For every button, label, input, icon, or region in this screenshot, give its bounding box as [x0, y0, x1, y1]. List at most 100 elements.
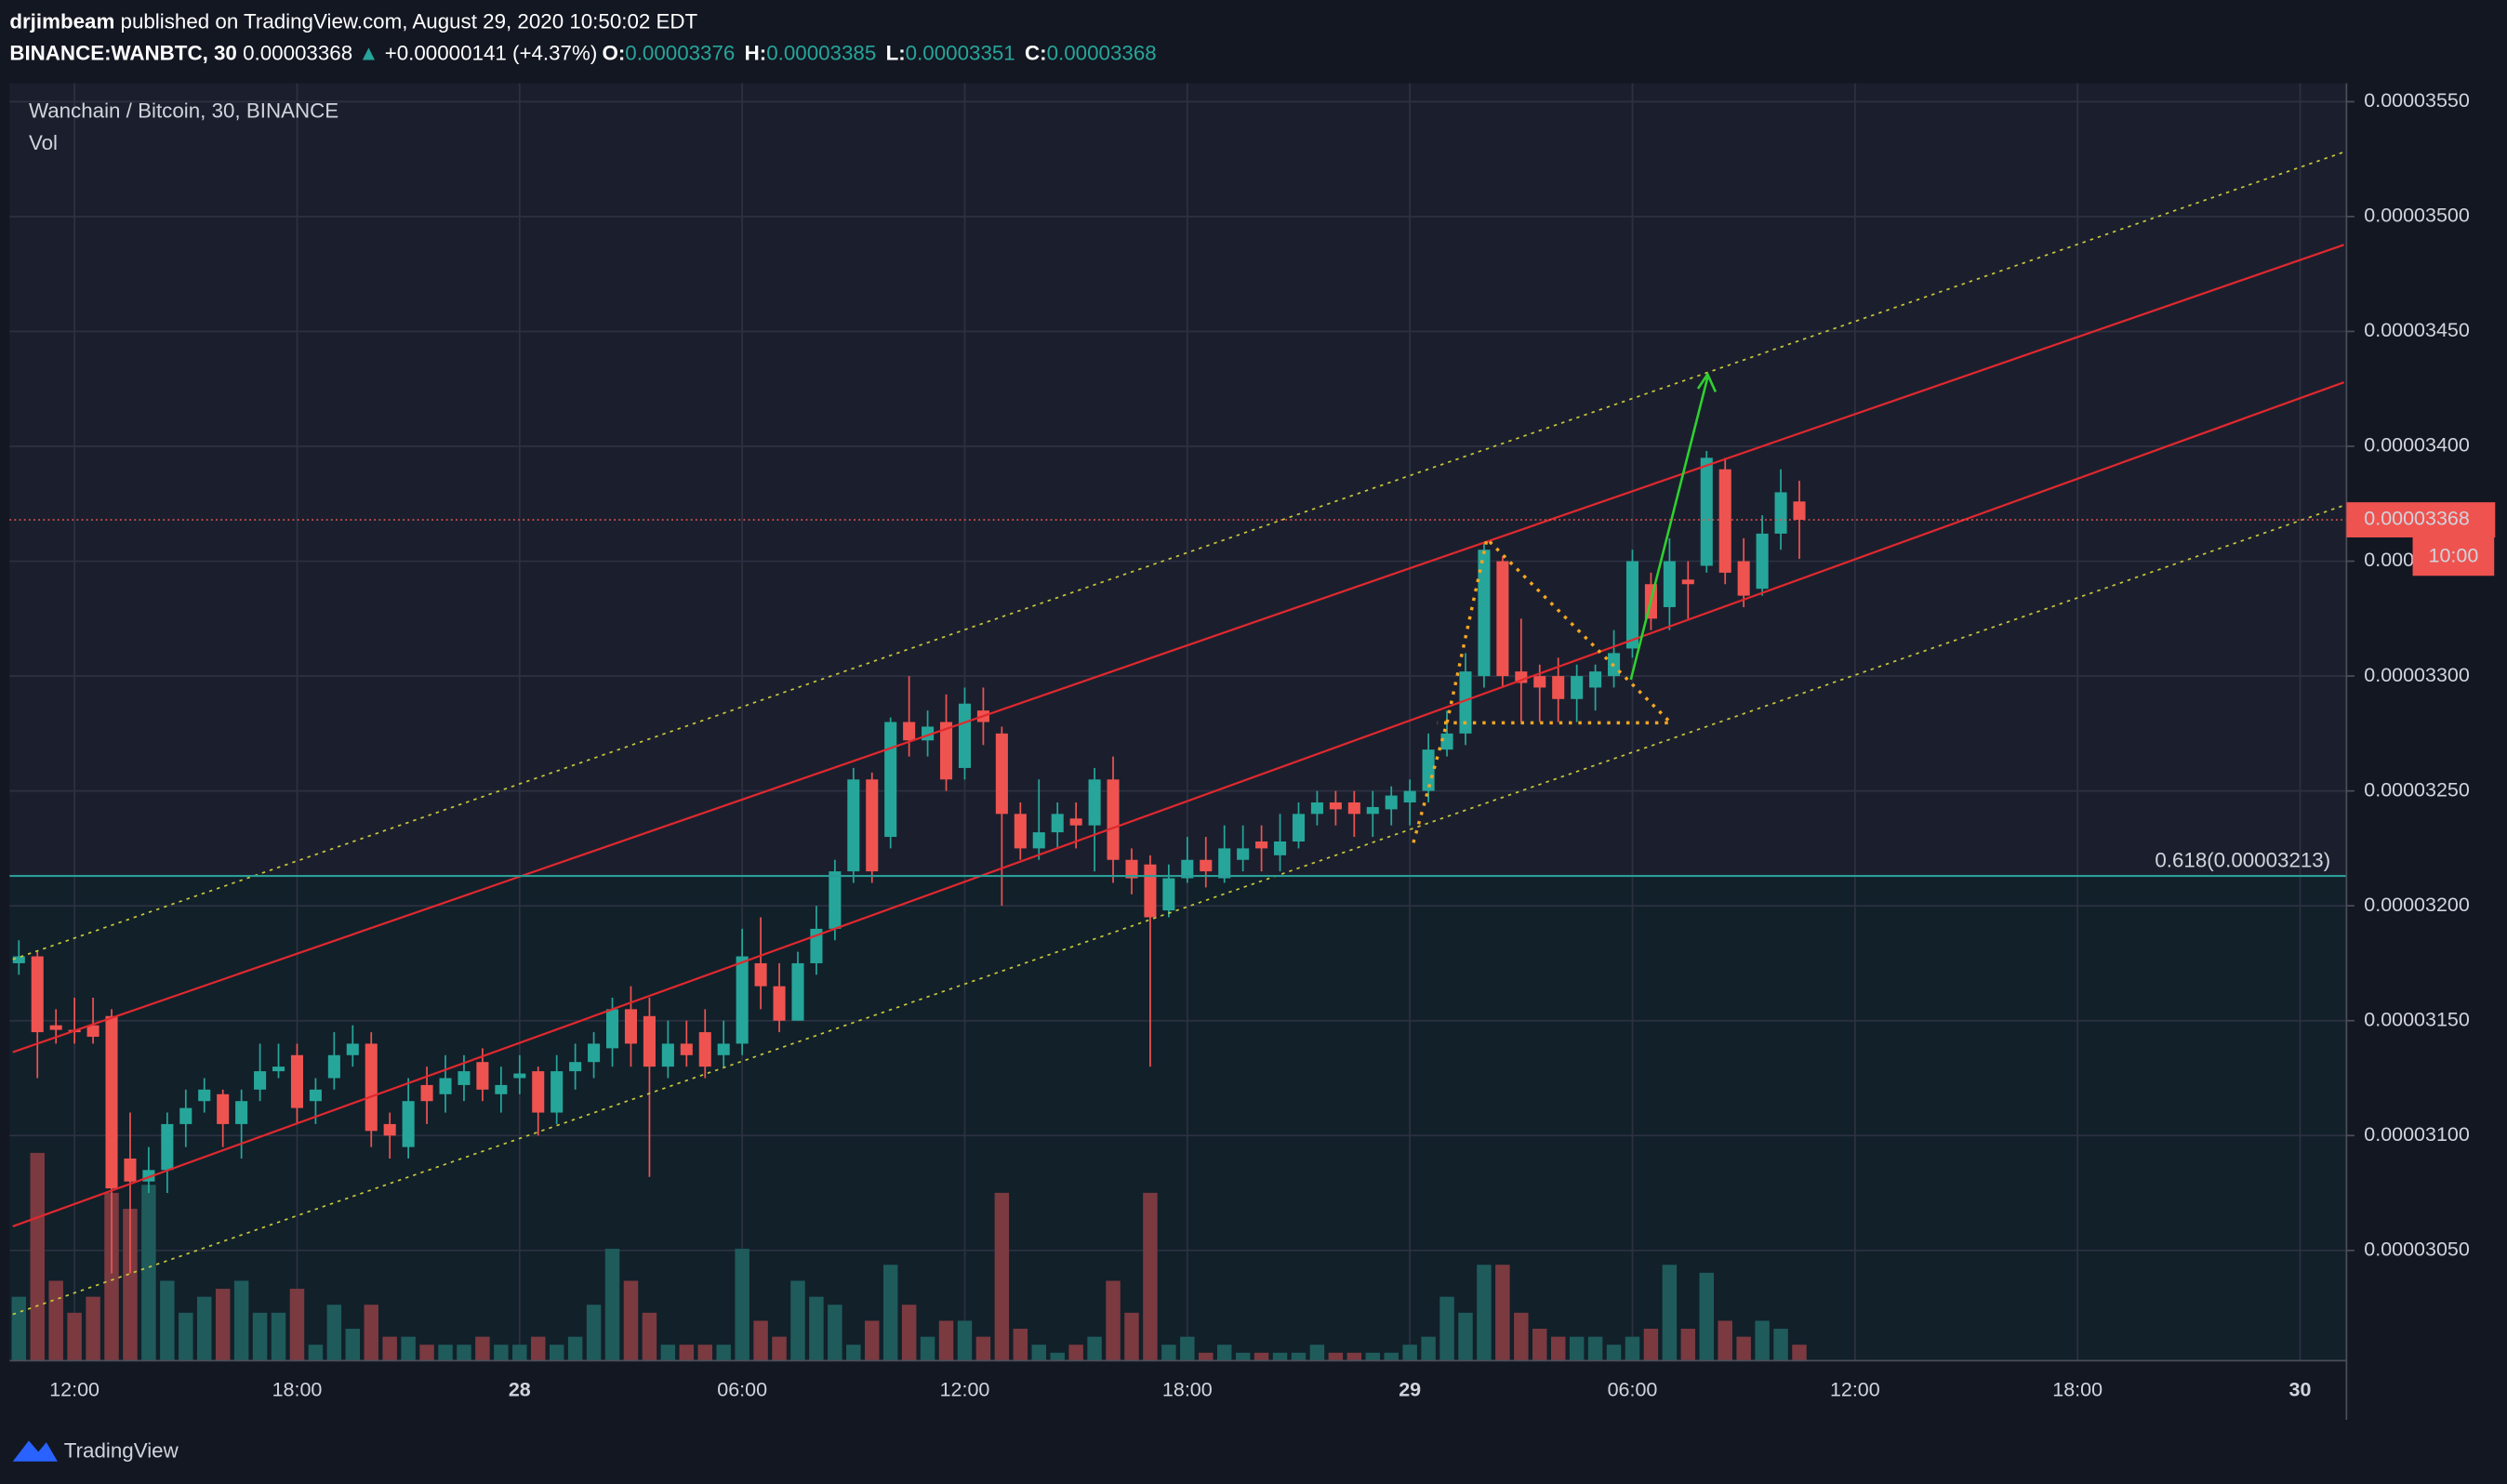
volume-bar — [233, 1280, 249, 1361]
ohlc-value: 0.00003368 — [1047, 42, 1157, 65]
candle-body — [1347, 802, 1360, 815]
volume-bar — [215, 1289, 231, 1361]
volume-bar — [512, 1345, 527, 1361]
ohlc-label: C: — [1025, 42, 1047, 65]
candle-body — [1162, 878, 1175, 911]
x-tick-label: 29 — [1399, 1379, 1421, 1401]
candle-body — [1681, 579, 1694, 585]
y-tick-label: 0.00003050 — [2364, 1238, 2470, 1260]
candle-body — [1274, 841, 1287, 855]
candle-body — [1032, 832, 1045, 849]
candle-body — [420, 1084, 433, 1102]
volume-bar — [735, 1249, 749, 1361]
symbol: BINANCE:WANBTC, 30 — [9, 42, 237, 65]
volume-bar — [1254, 1352, 1269, 1361]
candle-body — [476, 1062, 489, 1090]
volume-bar — [901, 1305, 917, 1361]
candle-body — [1403, 790, 1416, 802]
x-tick-label: 06:00 — [1608, 1379, 1658, 1401]
candle-body — [309, 1089, 322, 1102]
candle-body — [1218, 848, 1231, 879]
volume-bar — [1625, 1336, 1640, 1361]
candle-body — [198, 1089, 211, 1102]
candle-body — [254, 1071, 267, 1090]
candle-body — [1589, 671, 1602, 688]
volume-bar — [179, 1312, 193, 1361]
x-tick-label: 12:00 — [1830, 1379, 1880, 1401]
volume-bar — [1384, 1352, 1399, 1361]
time-axis — [9, 1360, 2347, 1421]
x-tick-label: 18:00 — [1162, 1379, 1213, 1401]
volume-bar — [1421, 1336, 1436, 1361]
candle-body — [1774, 492, 1787, 534]
volume-bar — [1161, 1345, 1176, 1361]
channel-upper-line — [12, 244, 2344, 1053]
candle-body — [495, 1084, 508, 1094]
candle-body — [1088, 779, 1101, 826]
volume-bar — [1643, 1329, 1659, 1361]
volume-bar — [994, 1192, 1010, 1361]
y-tick-label: 0.00003500 — [2364, 205, 2470, 227]
volume-bar — [809, 1296, 824, 1361]
candle-body — [1459, 671, 1472, 734]
candle-body — [1718, 469, 1731, 573]
candle-body — [439, 1078, 452, 1094]
candle-body — [1625, 561, 1639, 649]
ohlc-label: O: — [602, 42, 625, 65]
x-tick-label: 18:00 — [2052, 1379, 2102, 1401]
candle-body — [773, 986, 786, 1021]
volume-bar — [697, 1345, 712, 1361]
candle-body — [754, 962, 767, 987]
volume-bar — [1587, 1336, 1603, 1361]
y-tick-label: 0.00003150 — [2364, 1008, 2470, 1030]
volume-bar — [1050, 1352, 1065, 1361]
candle-body — [847, 779, 860, 872]
volume-bar — [1736, 1336, 1751, 1361]
volume-bar — [1755, 1320, 1770, 1361]
volume-bar — [48, 1280, 63, 1361]
candle-body — [1292, 814, 1306, 841]
volume-bar — [123, 1209, 138, 1361]
candle-body — [736, 956, 749, 1044]
y-tick-label: 0.00003200 — [2364, 894, 2470, 916]
x-tick-label: 18:00 — [272, 1379, 323, 1401]
volume-bar — [1662, 1265, 1678, 1361]
volume-bar — [289, 1289, 305, 1361]
candle-body — [643, 1015, 656, 1067]
candle-body — [365, 1043, 378, 1132]
header-line-2: BINANCE:WANBTC, 30 0.00003368 ▲ +0.00000… — [9, 42, 1156, 65]
candle-body — [1440, 733, 1453, 750]
candle-body — [698, 1032, 711, 1067]
volume-bar — [1532, 1329, 1547, 1361]
volume-bar — [345, 1329, 361, 1361]
candle-body — [327, 1054, 340, 1079]
candle-body — [31, 956, 44, 1033]
volume-bar — [865, 1320, 880, 1361]
arrow-head — [1696, 371, 1718, 392]
volume-bar — [957, 1320, 973, 1361]
volume-bar — [1087, 1336, 1102, 1361]
volume-bar — [457, 1345, 471, 1361]
volume-bar — [419, 1345, 434, 1361]
fib-zone — [9, 876, 2347, 1361]
volume-bar — [828, 1305, 842, 1361]
published: published on TradingView.com, August 29,… — [121, 9, 698, 33]
volume-bar — [1699, 1272, 1715, 1361]
candle-body — [1237, 848, 1250, 860]
candle-body — [1496, 561, 1509, 677]
volume-bar — [1291, 1352, 1307, 1361]
volume-bar — [364, 1305, 378, 1361]
candle-body — [1200, 859, 1213, 872]
volume-bar — [141, 1185, 156, 1361]
candle-body — [1571, 676, 1584, 699]
ohlc-value: 0.00003351 — [906, 42, 1015, 65]
candle-body — [903, 722, 916, 741]
volume-bar — [1792, 1345, 1807, 1361]
volume-bar — [531, 1336, 546, 1361]
y-tick-label: 0.00003250 — [2364, 778, 2470, 801]
candle-body — [791, 962, 804, 1021]
candle-body — [1533, 676, 1546, 688]
candle-body — [1125, 859, 1138, 879]
candle-body — [1107, 779, 1120, 860]
volume-bar — [1680, 1329, 1696, 1361]
